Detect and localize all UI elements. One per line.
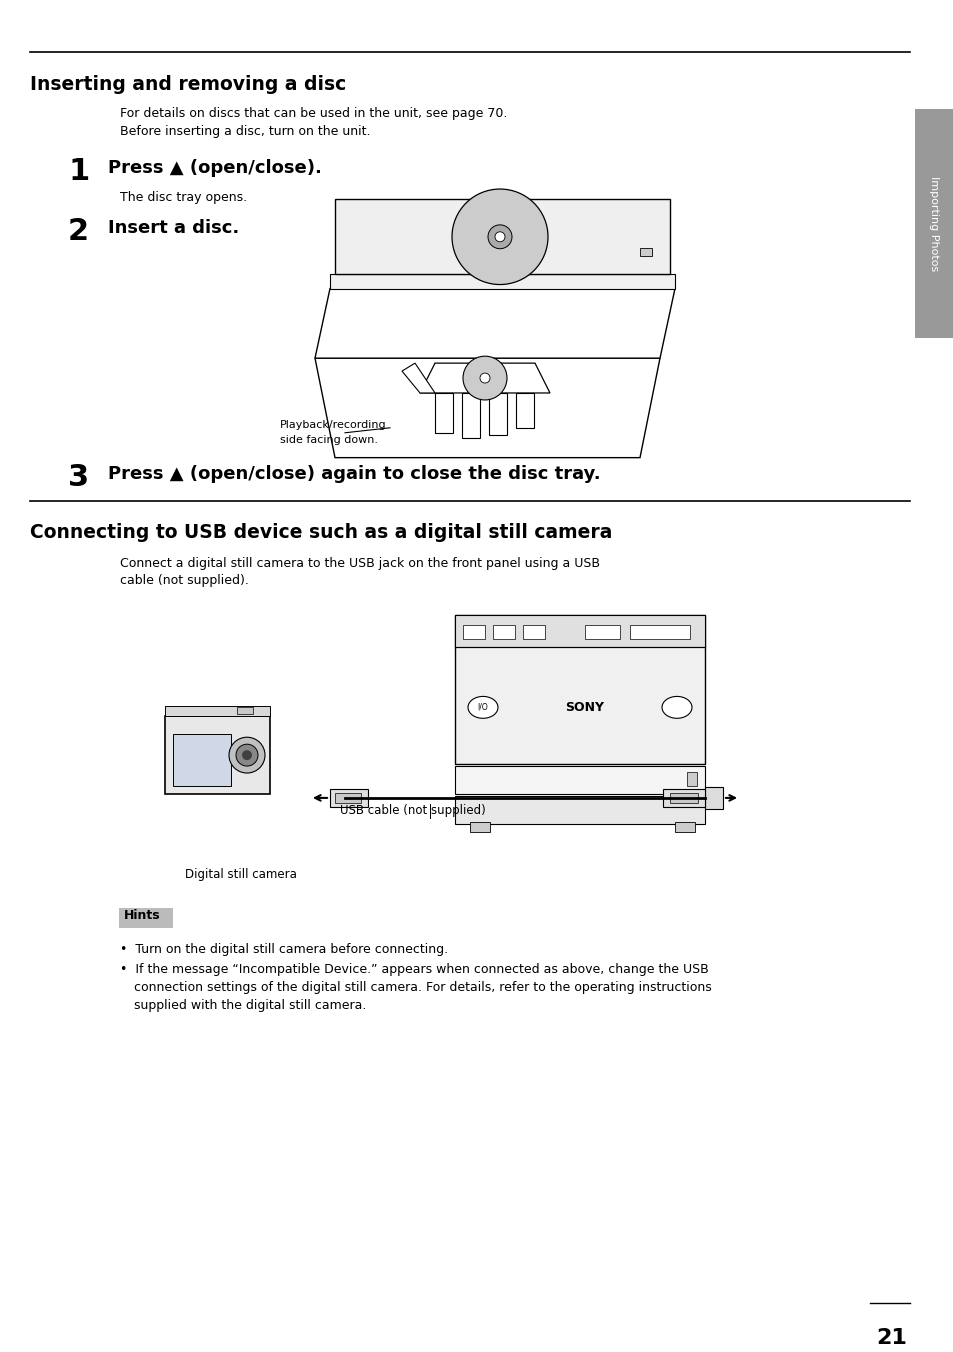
Circle shape [488, 224, 512, 249]
Polygon shape [435, 393, 453, 433]
Text: Hints: Hints [124, 910, 160, 922]
Text: Press ▲ (open/close).: Press ▲ (open/close). [108, 160, 321, 177]
Polygon shape [461, 393, 479, 438]
Bar [455, 615, 704, 764]
Text: Connect a digital still camera to the USB jack on the front panel using a USB: Connect a digital still camera to the US… [120, 557, 599, 571]
Bar [330, 790, 368, 807]
Circle shape [479, 373, 490, 383]
Text: cable (not supplied).: cable (not supplied). [120, 575, 249, 587]
Text: Insert a disc.: Insert a disc. [108, 219, 239, 237]
Bar [704, 787, 722, 808]
Circle shape [235, 744, 257, 767]
Text: Importing Photos: Importing Photos [928, 176, 938, 272]
Bar [165, 706, 270, 717]
FancyBboxPatch shape [119, 909, 172, 929]
Polygon shape [314, 358, 659, 457]
Text: side facing down.: side facing down. [280, 435, 377, 445]
Text: •  Turn on the digital still camera before connecting.: • Turn on the digital still camera befor… [120, 944, 448, 956]
Text: Connecting to USB device such as a digital still camera: Connecting to USB device such as a digit… [30, 523, 612, 542]
Text: Before inserting a disc, turn on the unit.: Before inserting a disc, turn on the uni… [120, 126, 370, 138]
Text: Playback/recording: Playback/recording [280, 420, 386, 430]
Text: Press ▲ (open/close) again to close the disc tray.: Press ▲ (open/close) again to close the … [108, 465, 600, 483]
Text: I/O: I/O [477, 703, 488, 713]
Text: 3: 3 [68, 462, 89, 492]
Bar [455, 615, 704, 646]
Bar [522, 625, 544, 638]
Text: Inserting and removing a disc: Inserting and removing a disc [30, 74, 346, 93]
Text: The disc tray opens.: The disc tray opens. [120, 191, 247, 204]
Polygon shape [419, 364, 550, 393]
Bar [236, 707, 253, 714]
Circle shape [229, 737, 265, 773]
Text: SONY: SONY [565, 700, 604, 714]
Text: 1: 1 [68, 157, 90, 187]
Bar [335, 792, 360, 803]
Ellipse shape [468, 696, 497, 718]
Text: connection settings of the digital still camera. For details, refer to the opera: connection settings of the digital still… [133, 982, 711, 994]
Bar [462, 625, 484, 638]
Polygon shape [401, 364, 435, 393]
Bar [914, 110, 952, 338]
Bar [493, 625, 515, 638]
Polygon shape [314, 288, 675, 358]
Bar [584, 625, 619, 638]
Text: For details on discs that can be used in the unit, see page 70.: For details on discs that can be used in… [120, 107, 507, 120]
Bar [165, 717, 270, 794]
Text: Digital still camera: Digital still camera [185, 868, 296, 880]
Bar [686, 772, 697, 786]
Bar [662, 790, 704, 807]
Bar [470, 822, 490, 831]
Circle shape [452, 189, 547, 284]
Bar [455, 767, 704, 794]
Polygon shape [335, 199, 669, 273]
Bar [455, 796, 704, 823]
Text: USB cable (not supplied): USB cable (not supplied) [339, 804, 485, 817]
Polygon shape [489, 393, 506, 435]
Text: supplied with the digital still camera.: supplied with the digital still camera. [133, 999, 366, 1011]
Bar [675, 822, 695, 831]
Bar [629, 625, 689, 638]
Circle shape [242, 750, 252, 760]
Polygon shape [330, 273, 675, 288]
Text: 2: 2 [68, 216, 89, 246]
Circle shape [462, 356, 506, 400]
Bar [172, 734, 231, 786]
Bar [639, 247, 651, 256]
Polygon shape [516, 393, 534, 427]
Bar [669, 792, 698, 803]
Circle shape [495, 231, 504, 242]
Ellipse shape [661, 696, 691, 718]
Text: •  If the message “Incompatible Device.” appears when connected as above, change: • If the message “Incompatible Device.” … [120, 963, 708, 976]
Text: 21: 21 [876, 1328, 906, 1348]
